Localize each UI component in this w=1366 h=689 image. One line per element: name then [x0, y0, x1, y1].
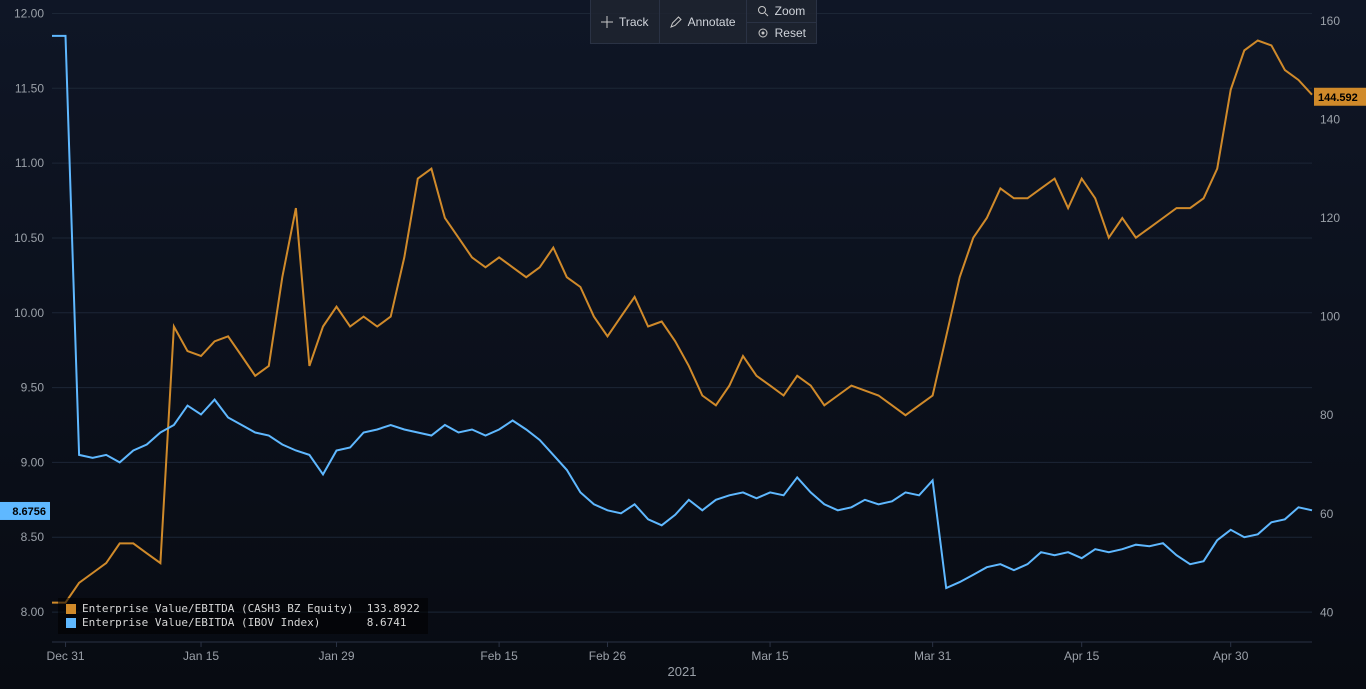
svg-text:120: 120 — [1320, 211, 1340, 225]
svg-text:Apr 15: Apr 15 — [1064, 649, 1100, 663]
svg-text:100: 100 — [1320, 310, 1340, 324]
chart-svg: 8.00 8.50 9.00 9.50 10.00 10.50 11.00 11.50 12.0… — [0, 0, 1366, 689]
legend: Enterprise Value/EBITDA (CASH3 BZ Equity… — [58, 598, 428, 634]
svg-text:80: 80 — [1320, 408, 1334, 422]
crosshair-icon — [601, 16, 613, 28]
svg-text:2021: 2021 — [668, 664, 697, 679]
svg-text:Jan 15: Jan 15 — [183, 649, 219, 663]
svg-text:Dec 31: Dec 31 — [47, 649, 85, 663]
pencil-icon — [670, 16, 682, 28]
svg-text:144.592: 144.592 — [1318, 92, 1358, 104]
annotate-button[interactable]: Annotate — [660, 0, 747, 43]
legend-swatch — [66, 604, 76, 614]
svg-text:8.00: 8.00 — [21, 605, 45, 619]
track-label: Track — [619, 15, 649, 29]
svg-text:10.50: 10.50 — [14, 231, 44, 245]
svg-text:160: 160 — [1320, 14, 1340, 28]
chart-background — [0, 0, 1366, 689]
svg-text:9.50: 9.50 — [21, 381, 45, 395]
svg-text:40: 40 — [1320, 605, 1334, 619]
legend-text: Enterprise Value/EBITDA (CASH3 BZ Equity… — [82, 602, 420, 615]
svg-text:Jan 29: Jan 29 — [319, 649, 355, 663]
svg-text:10.00: 10.00 — [14, 306, 44, 320]
reset-icon — [757, 27, 769, 39]
svg-text:8.50: 8.50 — [21, 530, 45, 544]
reset-button[interactable]: Reset — [747, 22, 816, 43]
svg-text:11.50: 11.50 — [15, 81, 44, 95]
chart-toolbar: Track Annotate Zoom Reset — [590, 0, 817, 44]
svg-text:Feb 26: Feb 26 — [589, 649, 627, 663]
zoom-button[interactable]: Zoom — [747, 0, 816, 22]
svg-text:140: 140 — [1320, 112, 1340, 126]
zoom-icon — [757, 5, 769, 17]
svg-text:Feb 15: Feb 15 — [480, 649, 518, 663]
chart-root: Track Annotate Zoom Reset — [0, 0, 1366, 689]
legend-text: Enterprise Value/EBITDA (IBOV Index) 8.6… — [82, 616, 407, 629]
svg-text:Mar 31: Mar 31 — [914, 649, 952, 663]
legend-row: Enterprise Value/EBITDA (CASH3 BZ Equity… — [66, 602, 420, 616]
annotate-label: Annotate — [688, 15, 736, 29]
svg-text:60: 60 — [1320, 507, 1334, 521]
svg-text:11.00: 11.00 — [15, 156, 44, 170]
zoom-label: Zoom — [775, 4, 806, 18]
svg-text:12.00: 12.00 — [14, 6, 44, 20]
track-button[interactable]: Track — [591, 0, 660, 43]
svg-text:9.00: 9.00 — [21, 455, 45, 469]
svg-text:8.6756: 8.6756 — [12, 506, 46, 518]
legend-swatch — [66, 618, 76, 628]
svg-text:Mar 15: Mar 15 — [751, 649, 789, 663]
legend-row: Enterprise Value/EBITDA (IBOV Index) 8.6… — [66, 616, 420, 630]
svg-text:Apr 30: Apr 30 — [1213, 649, 1249, 663]
reset-label: Reset — [775, 26, 806, 40]
